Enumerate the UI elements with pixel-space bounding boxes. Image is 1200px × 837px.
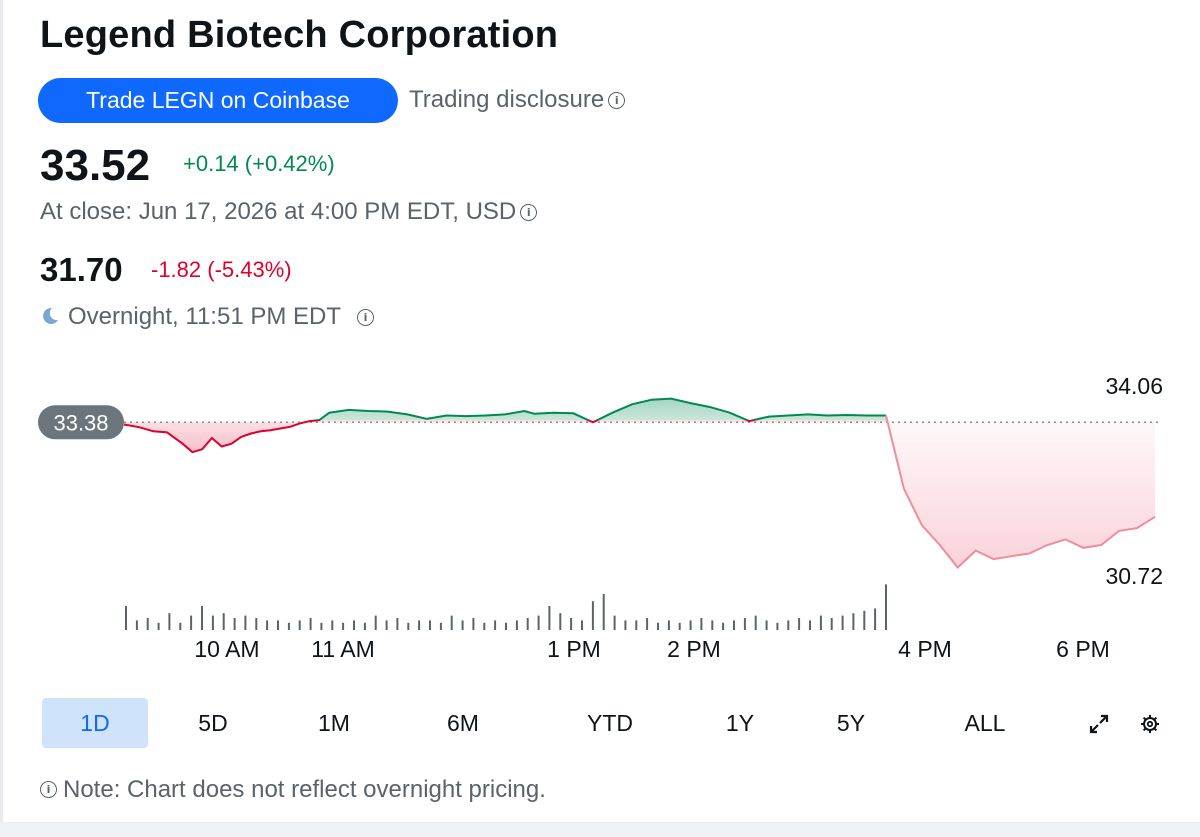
current-price: 33.52 [40,141,151,190]
info-circle-icon: i [40,781,57,798]
info-circle-icon[interactable]: i [520,204,538,221]
price-area-below [124,420,886,453]
range-tab-ytd[interactable]: YTD [587,710,633,736]
overnight-price: 31.70 [40,251,123,288]
range-tab-1m[interactable]: 1M [318,710,350,736]
x-tick-label: 11 AM [311,636,375,662]
bottom-band [0,822,1200,837]
x-tick-label: 6 PM [1056,636,1110,662]
price-line-down [123,420,759,454]
left-divider [0,0,3,837]
price-chart[interactable]: 33.38 34.06 30.72 10 AM 11 AM 1 PM 2 PM 4 PM 6 P… [0,0,1200,700]
high-label: 34.06 [1105,373,1163,399]
info-circle-icon[interactable]: i [357,309,374,326]
time-range-selector: 1D 5D 1M 6M YTD 1Y 5Y ALL [40,698,1170,748]
previous-close-pill [38,405,124,440]
range-tab-5y[interactable]: 5Y [836,710,866,736]
range-tab-all[interactable]: ALL [964,710,1006,736]
after-hours-line [885,415,1156,569]
overnight-label: Overnight, 11:51 PM EDT [68,303,341,330]
moon-icon [43,307,58,324]
trade-on-coinbase-button[interactable]: Trade LEGN on Coinbase [38,78,398,123]
after-hours-area [886,415,1155,568]
range-tab-5d[interactable]: 5D [198,710,228,736]
chart-note: i Note: Chart does not reflect overnight … [40,776,546,804]
x-tick-label: 10 AM [194,636,259,662]
gear-icon[interactable] [1134,698,1166,748]
chart-note-text: Note: Chart does not reflect overnight p… [63,776,546,803]
info-circle-icon[interactable]: i [608,92,626,109]
price-area-above [319,398,886,420]
range-tab-6m[interactable]: 6M [447,710,479,736]
overnight-info: Overnight, 11:51 PM EDT i [40,303,374,331]
expand-icon[interactable] [1082,698,1116,748]
page-title: Legend Biotech Corporation [40,14,559,56]
x-tick-label: 1 PM [547,636,601,662]
price-line-up [310,397,886,420]
x-tick-label: 2 PM [667,636,721,662]
price-change: +0.14 (+0.42%) [183,151,335,176]
overnight-change: -1.82 (-5.43%) [151,257,292,282]
close-info: At close: Jun 17, 2026 at 4:00 PM EDT, U… [40,198,538,226]
previous-close-label: 33.38 [53,410,108,435]
trading-disclosure-link[interactable]: Trading disclosure i [409,86,626,114]
low-label: 30.72 [1105,563,1163,589]
range-tab-1y[interactable]: 1Y [725,710,755,736]
x-tick-label: 4 PM [898,636,952,662]
trading-disclosure-label: Trading disclosure [409,86,605,113]
close-info-text: At close: Jun 17, 2026 at 4:00 PM EDT, U… [40,198,517,225]
range-tab-1d[interactable]: 1D [42,698,148,748]
